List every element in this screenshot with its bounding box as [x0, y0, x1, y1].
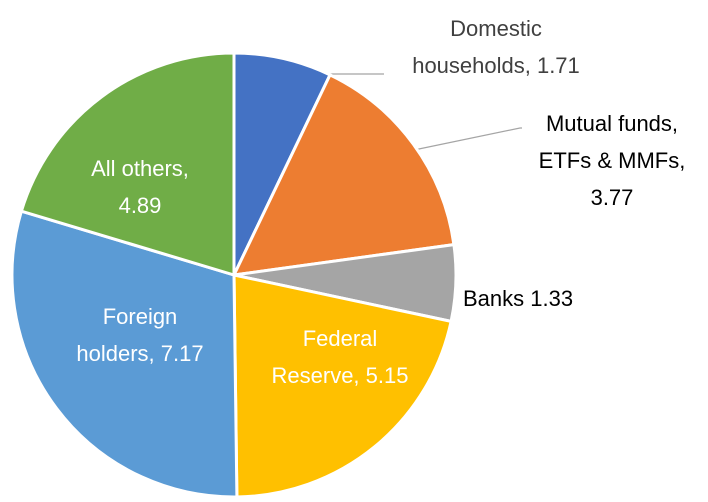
data-label: households, 1.71 — [412, 53, 580, 78]
data-label: holders, 7.17 — [76, 341, 203, 366]
data-label: ETFs & MMFs, — [539, 148, 686, 173]
pie-slice — [10, 209, 239, 499]
data-label: All others, — [91, 156, 189, 181]
pie-slice — [231, 72, 456, 277]
data-label: 4.89 — [119, 193, 162, 218]
pie-slice — [232, 273, 453, 499]
data-label: Federal — [303, 326, 378, 351]
data-label: Domestic — [450, 16, 542, 41]
pie-slice — [19, 51, 236, 278]
data-label: Foreign — [103, 304, 178, 329]
data-label: Mutual funds, — [546, 111, 678, 136]
data-label: Banks 1.33 — [463, 286, 573, 311]
data-label: Reserve, 5.15 — [272, 363, 409, 388]
leader-line — [413, 127, 522, 151]
data-label: 3.77 — [591, 185, 634, 210]
